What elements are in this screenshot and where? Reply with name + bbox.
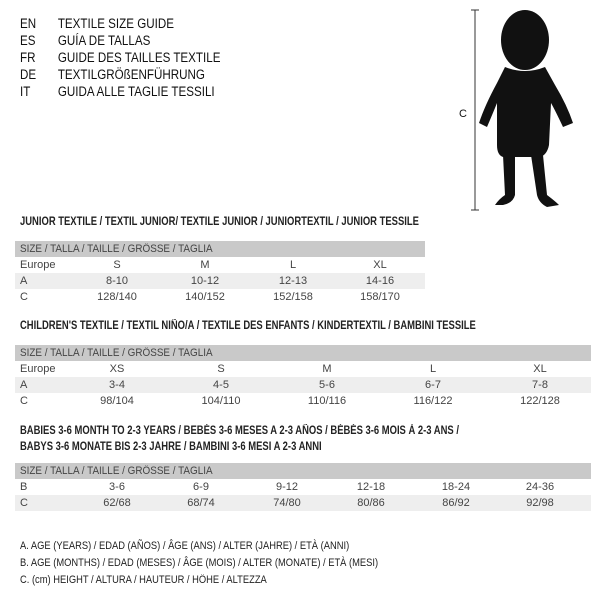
legend-b: B. AGE (MONTHS) / EDAD (MESES) / ÂGE (MO… [20, 557, 379, 569]
row-label: C [20, 497, 28, 509]
table-cell: 158/170 [360, 291, 400, 303]
babies-title-line2: BABYS 3-6 MONATE BIS 2-3 JAHRE / BAMBINI… [20, 441, 322, 453]
table-cell: XL [533, 363, 547, 375]
table-cell: XL [373, 259, 387, 271]
table-cell: 116/122 [413, 395, 453, 407]
language-line: DE TEXTILGRÖßENFÜHRUNG [20, 66, 205, 83]
row-label: B [20, 481, 28, 493]
language-title: GUÍA DE TALLAS [57, 33, 151, 48]
language-code: IT [20, 84, 31, 99]
table-cell: 3-6 [109, 481, 125, 493]
table-cell: S [217, 363, 225, 375]
table-cell: M [200, 259, 210, 271]
table-cell: 3-4 [109, 379, 125, 391]
table-row: C 128/140 140/152 152/158 158/170 [15, 289, 425, 305]
table-cell: 9-12 [275, 481, 299, 493]
junior-title: JUNIOR TEXTILE / TEXTIL JUNIOR/ TEXTILE … [20, 216, 419, 228]
table-cell: 104/110 [201, 395, 241, 407]
table-cell: 98/104 [100, 395, 134, 407]
table-cell: 128/140 [97, 291, 137, 303]
table-row: Europe S M L XL [15, 257, 425, 273]
babies-size-table: SIZE / TALLA / TAILLE / GRÖSSE / TAGLIA B… [15, 463, 591, 511]
table-row: C 98/104 104/110 110/116 116/122 122/128 [15, 393, 591, 409]
language-code: ES [20, 33, 36, 48]
table-cell: 5-6 [319, 379, 335, 391]
table-row: A 3-4 4-5 5-6 6-7 7-8 [15, 377, 591, 393]
table-cell: 92/98 [526, 497, 554, 509]
legend-a: A. AGE (YEARS) / EDAD (AÑOS) / ÂGE (ANS)… [20, 540, 350, 552]
table-cell: 110/116 [307, 395, 347, 407]
row-label: C [20, 395, 28, 407]
children-title: CHILDREN'S TEXTILE / TEXTIL NIÑO/A / TEX… [20, 320, 476, 332]
table-cell: 24-36 [525, 481, 555, 493]
language-line: EN TEXTILE SIZE GUIDE [20, 15, 174, 32]
row-label: C [20, 291, 28, 303]
table-cell: 86/92 [442, 497, 470, 509]
table-cell: 68/74 [187, 497, 215, 509]
table-row: B 3-6 6-9 9-12 12-18 18-24 24-36 [15, 479, 591, 495]
table-cell: 14-16 [365, 275, 395, 287]
table-cell: 6-7 [425, 379, 441, 391]
row-label: A [20, 379, 28, 391]
table-row: Europe XS S M L XL [15, 361, 591, 377]
table-cell: 12-13 [278, 275, 308, 287]
table-cell: XS [109, 363, 125, 375]
children-size-table: SIZE / TALLA / TAILLE / GRÖSSE / TAGLIA E… [15, 345, 591, 409]
table-cell: M [322, 363, 332, 375]
table-cell: S [113, 259, 121, 271]
junior-size-table: SIZE / TALLA / TAILLE / GRÖSSE / TAGLIA E… [15, 241, 425, 305]
language-title: GUIDA ALLE TAGLIE TESSILI [57, 84, 215, 99]
table-cell: 122/128 [520, 395, 560, 407]
legend-c: C. (cm) HEIGHT / ALTURA / HAUTEUR / HÖHE… [20, 574, 267, 586]
babies-title-line1: BABIES 3-6 MONTH TO 2-3 YEARS / BEBÉS 3-… [20, 425, 459, 437]
table-cell: 80/86 [357, 497, 385, 509]
language-title: GUIDE DES TAILLES TEXTILE [57, 50, 221, 65]
table-cell: 152/158 [273, 291, 313, 303]
language-title: TEXTILE SIZE GUIDE [57, 16, 174, 31]
size-header: SIZE / TALLA / TAILLE / GRÖSSE / TAGLIA [20, 243, 213, 255]
table-cell: 18-24 [441, 481, 471, 493]
baby-silhouette-icon [471, 9, 573, 211]
language-line: ES GUÍA DE TALLAS [20, 32, 150, 49]
table-cell: 8-10 [105, 275, 129, 287]
size-header-row: SIZE / TALLA / TAILLE / GRÖSSE / TAGLIA [15, 241, 425, 257]
language-line: IT GUIDA ALLE TAGLIE TESSILI [20, 83, 215, 100]
table-cell: 12-18 [356, 481, 386, 493]
row-label: Europe [20, 363, 56, 375]
size-header-row: SIZE / TALLA / TAILLE / GRÖSSE / TAGLIA [15, 463, 591, 479]
table-cell: L [429, 363, 437, 375]
height-figure: C [455, 5, 575, 215]
language-code: DE [20, 67, 37, 82]
table-cell: L [289, 259, 297, 271]
measure-label: C [459, 108, 467, 120]
table-cell: 10-12 [190, 275, 220, 287]
language-code: FR [20, 50, 36, 65]
size-header-row: SIZE / TALLA / TAILLE / GRÖSSE / TAGLIA [15, 345, 591, 361]
row-label: A [20, 275, 28, 287]
table-cell: 6-9 [193, 481, 209, 493]
table-cell: 140/152 [185, 291, 225, 303]
table-row: A 8-10 10-12 12-13 14-16 [15, 273, 425, 289]
language-line: FR GUIDE DES TAILLES TEXTILE [20, 49, 220, 66]
table-cell: 62/68 [103, 497, 131, 509]
table-cell: 4-5 [213, 379, 229, 391]
size-header: SIZE / TALLA / TAILLE / GRÖSSE / TAGLIA [20, 465, 213, 477]
language-title: TEXTILGRÖßENFÜHRUNG [57, 67, 205, 82]
language-code: EN [20, 16, 37, 31]
size-header: SIZE / TALLA / TAILLE / GRÖSSE / TAGLIA [20, 347, 213, 359]
row-label: Europe [20, 259, 56, 271]
table-row: C 62/68 68/74 74/80 80/86 86/92 92/98 [15, 495, 591, 511]
table-cell: 74/80 [273, 497, 301, 509]
table-cell: 7-8 [532, 379, 548, 391]
